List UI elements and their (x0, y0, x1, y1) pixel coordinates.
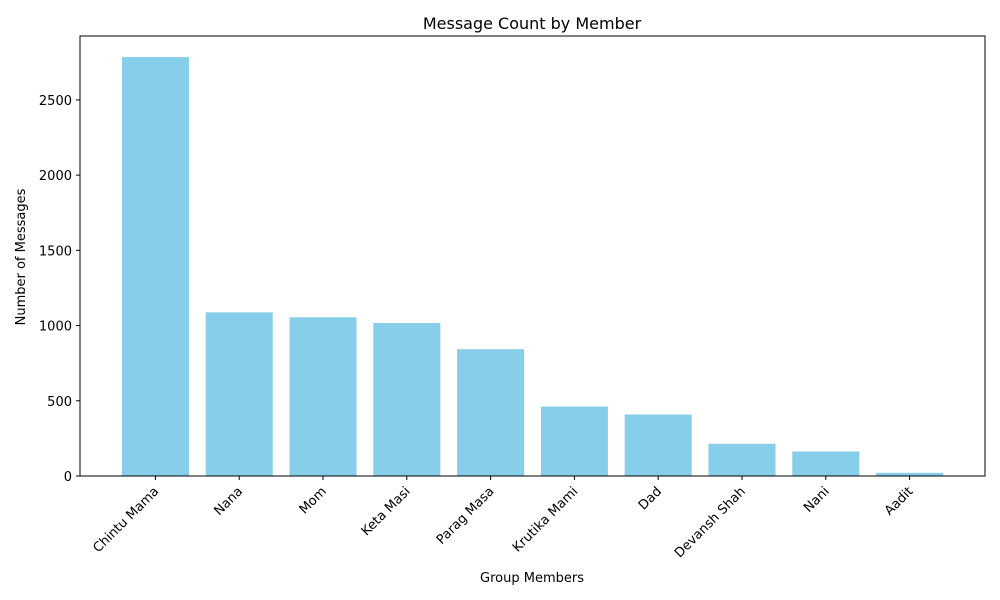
y-axis-label: Number of Messages (14, 188, 29, 325)
plot-area: Chintu Mama Nana Mom Keta Masi Parag Masa Kru… (39, 35, 986, 561)
y-tick-label: 2500 (39, 94, 72, 109)
bar-aadit (876, 472, 944, 476)
bar-keta-masi (373, 323, 441, 476)
chart-title: Message Count by Member (423, 14, 642, 33)
bars-group (121, 57, 944, 477)
x-tick-label: Devansh Shah (672, 484, 749, 561)
bar-krutika-mami (540, 406, 608, 476)
x-tick-label: Keta Masi (359, 484, 414, 539)
bar-chintu-mama (121, 57, 189, 477)
y-tick-label: 1000 (39, 320, 72, 335)
x-tick-label: Krutika Mami (510, 484, 581, 555)
bar-parag-masa (457, 349, 525, 476)
bar-dad (624, 414, 692, 476)
y-tick-label: 0 (64, 470, 72, 485)
y-axis-ticks: 0 500 1000 1500 2000 2500 (39, 94, 80, 485)
bar-mom (289, 317, 357, 476)
y-tick-label: 1500 (39, 244, 72, 259)
x-tick-label: Parag Masa (434, 484, 498, 548)
bar-nana (205, 312, 273, 476)
y-tick-label: 2000 (39, 169, 72, 184)
x-tick-label: Nani (801, 484, 832, 515)
x-tick-label: Chintu Mama (91, 484, 163, 556)
y-tick-label: 500 (47, 395, 72, 410)
x-tick-label: Mom (297, 484, 330, 517)
x-tick-label: Dad (636, 484, 665, 513)
x-axis-ticks: Chintu Mama Nana Mom Keta Masi Parag Masa Kru… (91, 476, 917, 561)
x-tick-label: Aadit (882, 484, 917, 519)
x-axis-label: Group Members (480, 571, 584, 586)
plot-frame (79, 35, 986, 477)
x-tick-label: Nana (211, 484, 246, 519)
bar-devansh-shah (708, 443, 776, 476)
bar-nani (792, 451, 860, 476)
